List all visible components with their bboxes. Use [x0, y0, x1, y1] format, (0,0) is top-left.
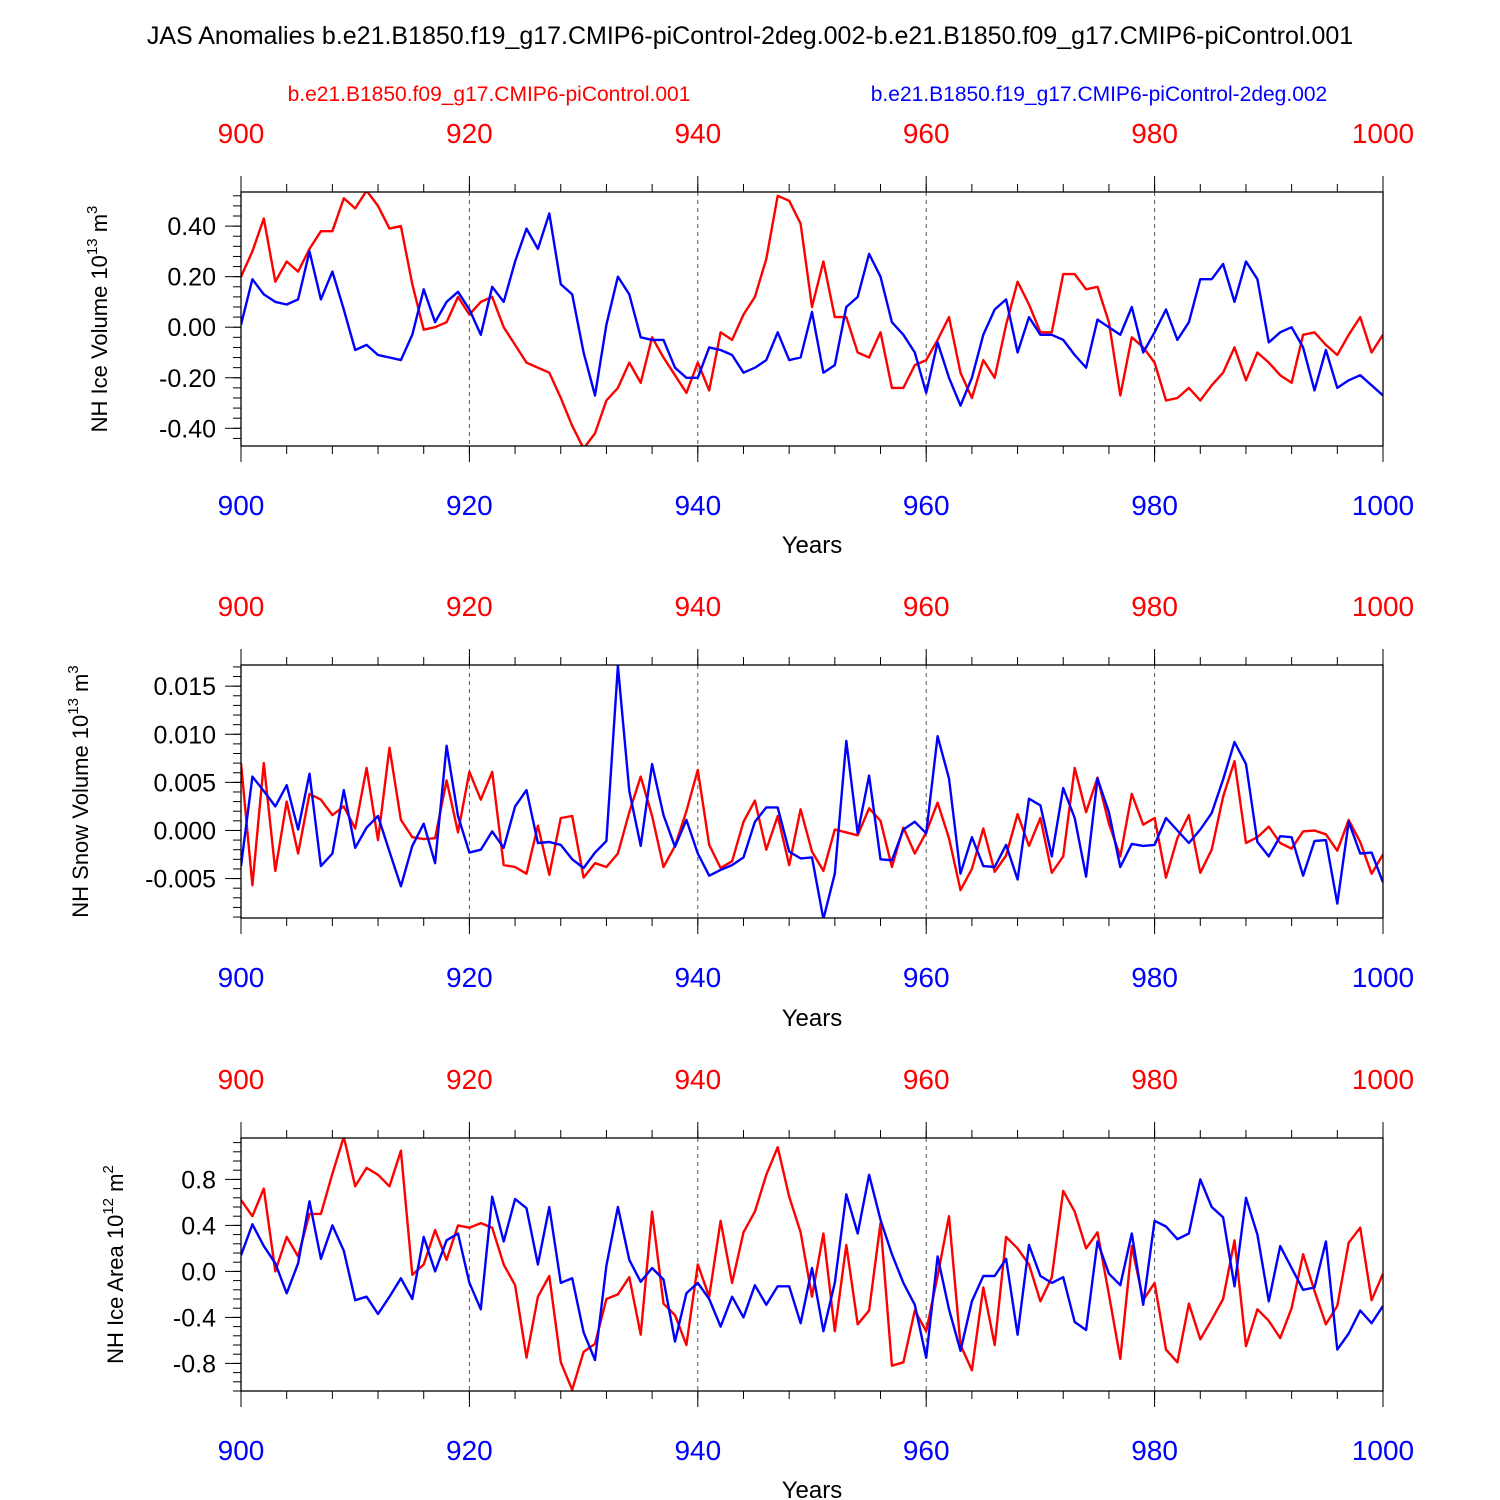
x-top-tick-label: 900	[218, 1064, 265, 1095]
x-bottom-tick-label: 980	[1131, 1435, 1178, 1466]
y-tick-label: 0.40	[167, 213, 216, 241]
y-tick-label: -0.8	[173, 1350, 216, 1378]
y-tick-label: 0.00	[167, 314, 216, 342]
y-tick-label: -0.005	[145, 866, 216, 894]
x-top-tick-label: 980	[1131, 118, 1178, 149]
y-tick-label: 0.4	[181, 1212, 216, 1240]
chart-panel-1: -0.40 -0.20 0.00 0.20 0.40 900 900 920 920 940 940…	[84, 118, 1414, 559]
x-top-tick-label: 920	[446, 1064, 493, 1095]
plot-frame	[240, 191, 1384, 447]
x-top-tick-label: 1000	[1352, 1064, 1414, 1095]
series-line-blue	[241, 665, 1383, 918]
x-top-tick-label: 1000	[1352, 591, 1414, 622]
legend-red-label: b.e21.B1850.f09_g17.CMIP6-piControl.001	[288, 83, 691, 106]
chart-panel-2: -0.005 0.000 0.005 0.010 0.015 900 900 920 920 94…	[65, 591, 1414, 1032]
y-tick-label: -0.40	[159, 415, 216, 443]
y-axis-label: NH Ice Volume 1013 m3	[84, 206, 112, 433]
x-bottom-tick-label: 1000	[1352, 1435, 1414, 1466]
y-tick-label: 0.005	[153, 769, 216, 797]
y-tick-label: 0.20	[167, 264, 216, 292]
plot-frame	[240, 664, 1384, 919]
y-axis-label: NH Snow Volume 1013 m3	[65, 665, 93, 917]
x-bottom-tick-label: 920	[446, 490, 493, 521]
x-bottom-tick-label: 940	[674, 490, 721, 521]
y-tick-label: -0.20	[159, 365, 216, 393]
x-top-tick-label: 1000	[1352, 118, 1414, 149]
x-top-tick-label: 960	[903, 591, 950, 622]
x-bottom-tick-label: 940	[674, 962, 721, 993]
x-top-tick-label: 900	[218, 118, 265, 149]
y-tick-label: 0.8	[181, 1166, 216, 1194]
x-bottom-tick-label: 900	[218, 1435, 265, 1466]
x-bottom-tick-label: 920	[446, 962, 493, 993]
y-tick-label: 0.000	[153, 817, 216, 845]
x-top-tick-label: 920	[446, 118, 493, 149]
chart-panel-3: -0.8 -0.4 0.0 0.4 0.8 900 900 920 920 940 940 960 96…	[100, 1064, 1414, 1500]
x-bottom-tick-label: 900	[218, 490, 265, 521]
y-tick-label: -0.4	[173, 1304, 216, 1332]
x-top-tick-label: 940	[674, 591, 721, 622]
x-top-tick-label: 940	[674, 1064, 721, 1095]
x-bottom-tick-label: 1000	[1352, 962, 1414, 993]
x-bottom-tick-label: 920	[446, 1435, 493, 1466]
x-bottom-tick-label: 940	[674, 1435, 721, 1466]
x-top-tick-label: 940	[674, 118, 721, 149]
x-top-tick-label: 980	[1131, 591, 1178, 622]
y-axis-label: NH Ice Area 1012 m2	[100, 1165, 128, 1364]
x-bottom-tick-label: 960	[903, 962, 950, 993]
y-tick-label: 0.015	[153, 673, 216, 701]
series-line-red	[241, 192, 1383, 446]
x-bottom-tick-label: 960	[903, 490, 950, 521]
series-line-blue	[241, 212, 1383, 407]
y-tick-label: 0.010	[153, 721, 216, 749]
x-top-tick-label: 960	[903, 118, 950, 149]
x-axis-label: Years	[782, 1477, 843, 1500]
x-axis-label: Years	[782, 532, 843, 559]
legend-blue-label: b.e21.B1850.f19_g17.CMIP6-piControl-2deg…	[871, 83, 1327, 106]
x-bottom-tick-label: 980	[1131, 490, 1178, 521]
x-bottom-tick-label: 900	[218, 962, 265, 993]
series-line-red	[241, 746, 1383, 892]
x-top-tick-label: 920	[446, 591, 493, 622]
x-top-tick-label: 960	[903, 1064, 950, 1095]
x-bottom-tick-label: 980	[1131, 962, 1178, 993]
x-top-tick-label: 980	[1131, 1064, 1178, 1095]
x-bottom-tick-label: 960	[903, 1435, 950, 1466]
x-axis-label: Years	[782, 1005, 843, 1032]
figure-title: JAS Anomalies b.e21.B1850.f19_g17.CMIP6-…	[147, 22, 1353, 50]
x-bottom-tick-label: 1000	[1352, 490, 1414, 521]
x-top-tick-label: 900	[218, 591, 265, 622]
plot-frame	[240, 1137, 1384, 1392]
series-line-red	[241, 1138, 1383, 1391]
y-tick-label: 0.0	[181, 1258, 216, 1286]
series-line-blue	[241, 1173, 1383, 1362]
